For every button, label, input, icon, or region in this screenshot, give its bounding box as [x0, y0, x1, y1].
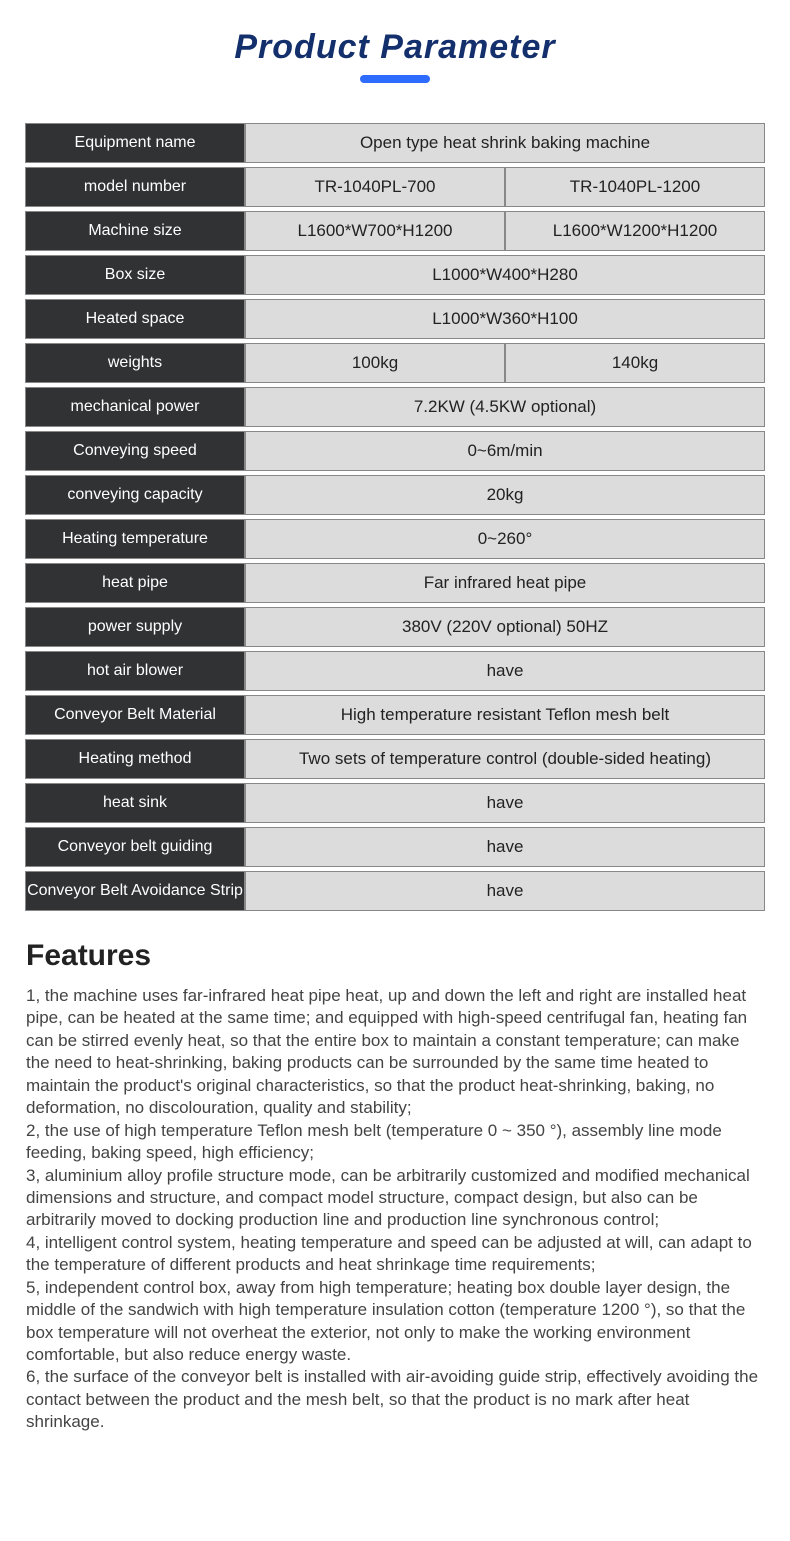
row-value: L1000*W360*H100 — [245, 299, 765, 339]
row-value: TR-1040PL-700 — [245, 167, 505, 207]
table-row: Conveyor belt guidinghave — [25, 827, 765, 867]
table-row: conveying capacity20kg — [25, 475, 765, 515]
row-label: Conveying speed — [25, 431, 245, 471]
table-row: Machine sizeL1600*W700*H1200L1600*W1200*… — [25, 211, 765, 251]
row-value: 0~6m/min — [245, 431, 765, 471]
row-value: Open type heat shrink baking machine — [245, 123, 765, 163]
row-value: 0~260° — [245, 519, 765, 559]
table-row: heat sinkhave — [25, 783, 765, 823]
row-value: 20kg — [245, 475, 765, 515]
table-row: hot air blowerhave — [25, 651, 765, 691]
row-label: hot air blower — [25, 651, 245, 691]
row-label: heat pipe — [25, 563, 245, 603]
row-label: weights — [25, 343, 245, 383]
parameter-table: Equipment nameOpen type heat shrink baki… — [25, 123, 765, 911]
row-value: TR-1040PL-1200 — [505, 167, 765, 207]
table-row: power supply380V (220V optional) 50HZ — [25, 607, 765, 647]
row-label: Heating method — [25, 739, 245, 779]
row-label: Conveyor Belt Material — [25, 695, 245, 735]
row-value: High temperature resistant Teflon mesh b… — [245, 695, 765, 735]
row-value: have — [245, 783, 765, 823]
table-row: Heating temperature0~260° — [25, 519, 765, 559]
table-row: Conveying speed0~6m/min — [25, 431, 765, 471]
row-label: model number — [25, 167, 245, 207]
row-value: L1000*W400*H280 — [245, 255, 765, 295]
row-label: power supply — [25, 607, 245, 647]
row-value: 140kg — [505, 343, 765, 383]
row-value: L1600*W700*H1200 — [245, 211, 505, 251]
table-row: Equipment nameOpen type heat shrink baki… — [25, 123, 765, 163]
row-label: Heated space — [25, 299, 245, 339]
row-label: Heating temperature — [25, 519, 245, 559]
row-value: Two sets of temperature control (double-… — [245, 739, 765, 779]
features-body: 1, the machine uses far-infrared heat pi… — [26, 985, 764, 1434]
row-value: 100kg — [245, 343, 505, 383]
features-heading: Features — [26, 939, 790, 973]
row-value: 7.2KW (4.5KW optional) — [245, 387, 765, 427]
page-title: Product Parameter — [0, 28, 790, 67]
row-label: heat sink — [25, 783, 245, 823]
row-value: 380V (220V optional) 50HZ — [245, 607, 765, 647]
row-label: mechanical power — [25, 387, 245, 427]
row-value: have — [245, 827, 765, 867]
table-row: heat pipeFar infrared heat pipe — [25, 563, 765, 603]
row-value: Far infrared heat pipe — [245, 563, 765, 603]
title-underline — [360, 75, 430, 83]
row-label: Conveyor Belt Avoidance Strip — [25, 871, 245, 911]
table-row: model numberTR-1040PL-700TR-1040PL-1200 — [25, 167, 765, 207]
row-value: L1600*W1200*H1200 — [505, 211, 765, 251]
row-label: conveying capacity — [25, 475, 245, 515]
table-row: Conveyor Belt Avoidance Striphave — [25, 871, 765, 911]
table-row: weights100kg140kg — [25, 343, 765, 383]
row-value: have — [245, 651, 765, 691]
table-row: Heated spaceL1000*W360*H100 — [25, 299, 765, 339]
row-value: have — [245, 871, 765, 911]
table-row: mechanical power7.2KW (4.5KW optional) — [25, 387, 765, 427]
row-label: Machine size — [25, 211, 245, 251]
table-row: Box sizeL1000*W400*H280 — [25, 255, 765, 295]
row-label: Equipment name — [25, 123, 245, 163]
table-row: Heating methodTwo sets of temperature co… — [25, 739, 765, 779]
table-row: Conveyor Belt MaterialHigh temperature r… — [25, 695, 765, 735]
row-label: Conveyor belt guiding — [25, 827, 245, 867]
row-label: Box size — [25, 255, 245, 295]
